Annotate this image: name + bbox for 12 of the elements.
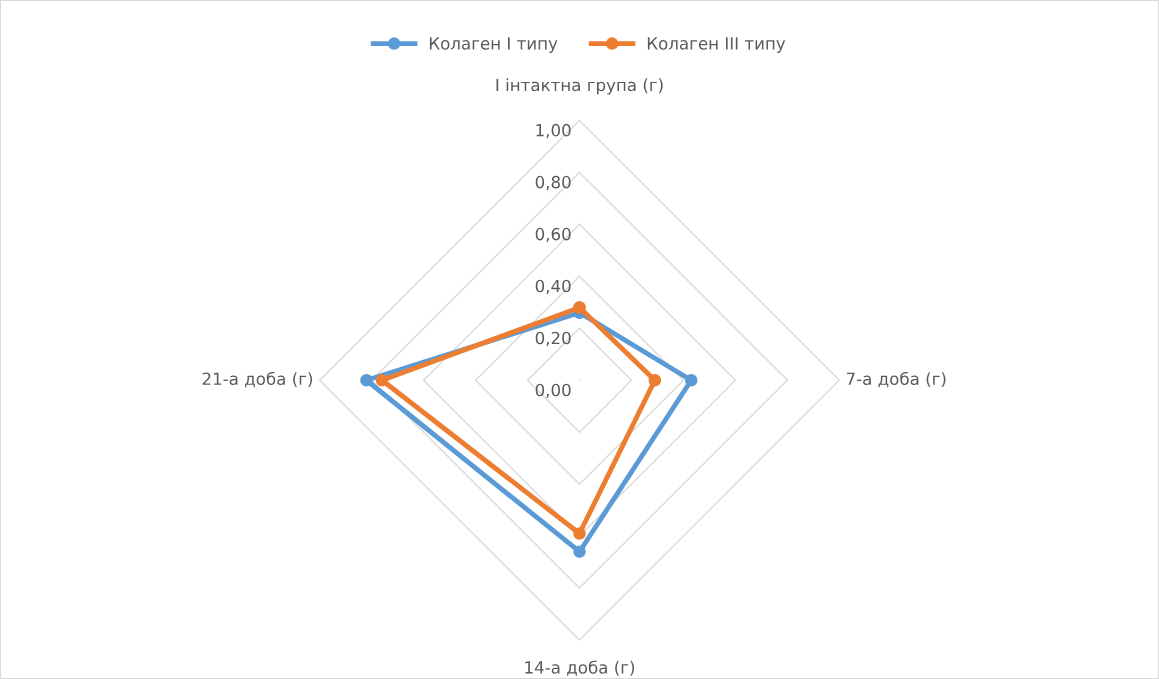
legend-label: Колаген ІІІ типу — [647, 37, 786, 53]
spoke-label: І інтактна група (г) — [496, 78, 663, 95]
y-tick-label: 0,60 — [535, 227, 571, 243]
spoke-label: 21-а доба (г) — [202, 371, 313, 388]
y-tick-label: 0,20 — [535, 331, 571, 346]
y-tick-label: 0,40 — [535, 279, 571, 295]
spoke-label: 7-а доба (г) — [846, 371, 946, 388]
y-tick-label: 0,80 — [535, 175, 571, 191]
legend-label: Колаген І типу — [429, 37, 558, 53]
y-tick-label: 1,00 — [536, 123, 571, 139]
spoke-label: 14-а доба (г) — [525, 660, 635, 676]
y-tick-label: 0,00 — [535, 383, 571, 398]
